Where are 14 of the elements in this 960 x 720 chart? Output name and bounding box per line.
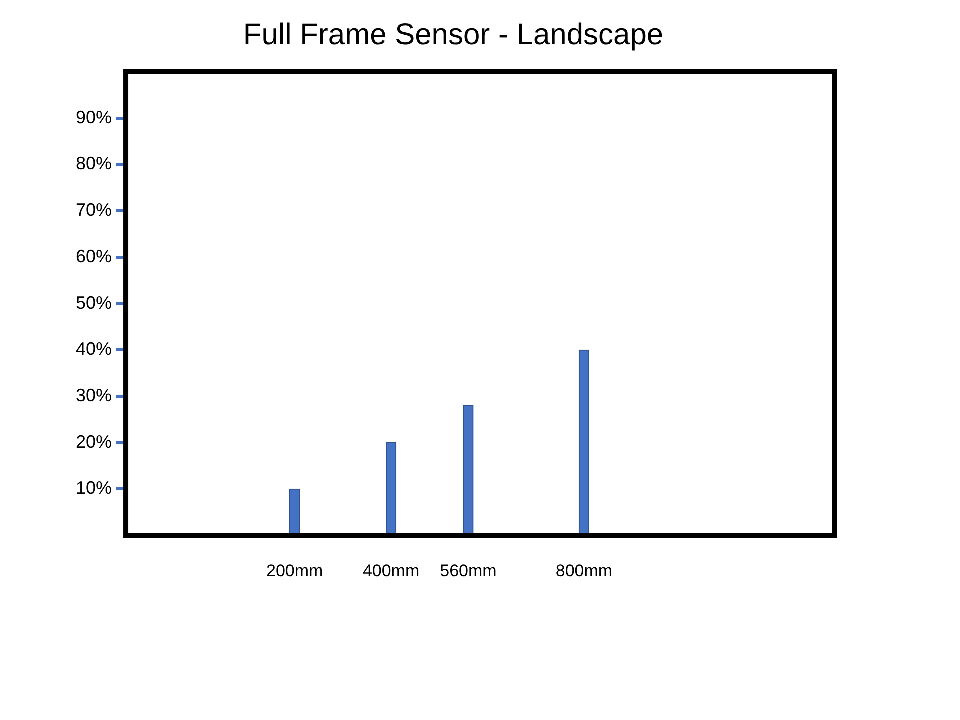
y-tick-label: 80% [76, 154, 112, 174]
y-tick-label: 60% [76, 246, 112, 266]
x-tick-label: 200mm [266, 561, 324, 580]
y-tick-label: 70% [76, 200, 112, 220]
x-tick-label: 400mm [362, 561, 420, 580]
y-tick-label: 40% [76, 339, 112, 360]
x-tick-label: 560mm [440, 561, 497, 580]
y-tick-label: 50% [76, 292, 112, 313]
chart-title: Full Frame Sensor - Landscape [243, 18, 664, 52]
y-tick-label: 90% [76, 107, 112, 128]
y-tick-label: 20% [76, 432, 112, 452]
y-tick-label: 30% [76, 385, 112, 406]
x-tick-label: 800mm [556, 561, 613, 580]
y-tick-label: 10% [76, 478, 112, 498]
